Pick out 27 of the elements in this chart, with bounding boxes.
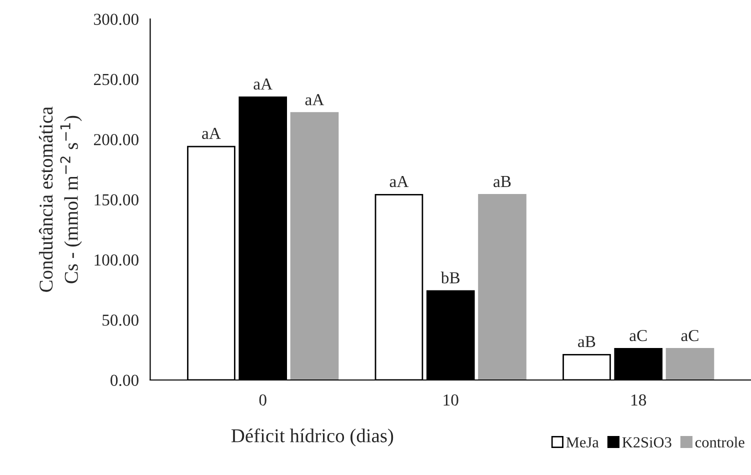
y-tick-label: 100.00 xyxy=(94,254,138,266)
legend-label: MeJa xyxy=(566,437,599,448)
data-label: aA xyxy=(202,128,221,139)
legend-label: controle xyxy=(695,436,744,448)
x-axis-title: Déficit hídrico (dias) xyxy=(231,428,394,446)
data-label: aC xyxy=(630,330,647,342)
bar xyxy=(290,112,339,380)
x-tick-label: 0 xyxy=(259,394,266,406)
y-tick-label: 0.00 xyxy=(110,374,138,386)
bar xyxy=(666,348,714,380)
x-tick-label: 10 xyxy=(444,394,458,406)
y-tick-label: 250.00 xyxy=(94,74,138,86)
legend-label: K2SiO3 xyxy=(622,437,672,448)
data-label: aC xyxy=(681,330,698,342)
data-label: aA xyxy=(254,78,272,90)
y-axis-title: Condutância estomática Cs - (mmol m$^{−2}$ s$^{−1}$) xyxy=(38,106,82,292)
y-tick-label: 50.00 xyxy=(102,314,138,326)
data-label: aA xyxy=(390,176,409,188)
bar xyxy=(478,194,526,380)
data-label: aA xyxy=(305,94,324,106)
data-label: bB xyxy=(440,272,460,284)
y-tick-label: 300.00 xyxy=(94,14,138,26)
data-label: aB xyxy=(494,176,511,188)
x-tick-label: 18 xyxy=(631,394,646,406)
y-tick-label: 150.00 xyxy=(94,194,138,206)
data-label: aB xyxy=(578,336,596,348)
y-tick-label: 200.00 xyxy=(94,134,138,146)
